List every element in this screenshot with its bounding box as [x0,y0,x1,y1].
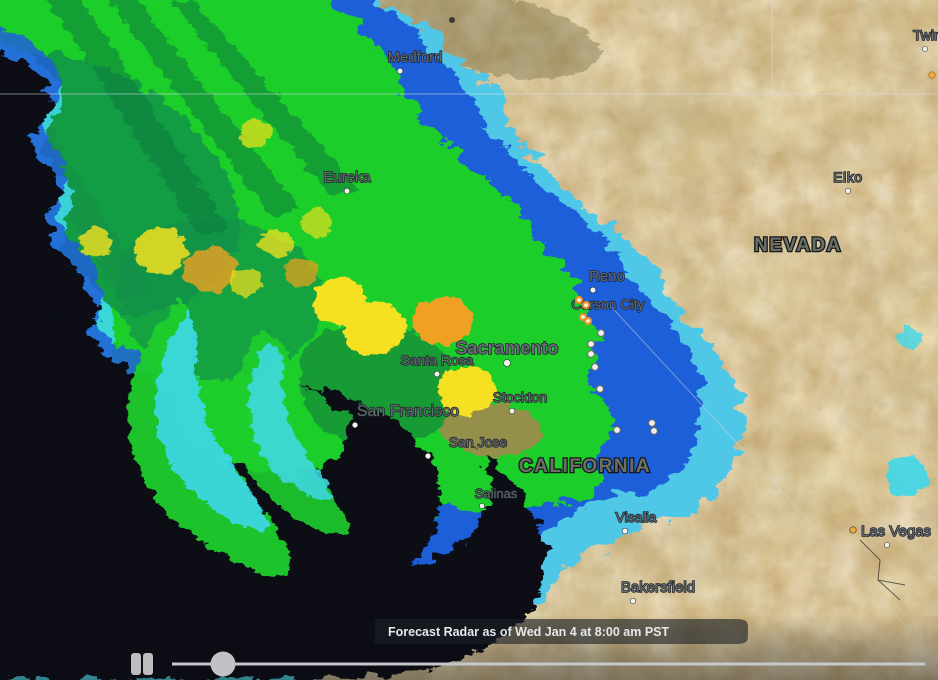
svg-text:Forecast Radar as of Wed Jan 4: Forecast Radar as of Wed Jan 4 at 8:00 a… [388,625,669,639]
svg-text:Sacramento: Sacramento [455,338,558,358]
svg-text:Twin Falls: Twin Falls [913,27,938,43]
svg-text:Eureka: Eureka [323,169,371,186]
svg-text:Bakersfield: Bakersfield [621,579,695,596]
svg-text:Salinas: Salinas [475,486,518,501]
svg-text:NEVADA: NEVADA [754,235,842,256]
svg-text:Medford: Medford [387,49,442,66]
svg-text:Reno: Reno [589,268,625,285]
svg-text:Elko: Elko [833,169,863,185]
svg-text:San Francisco: San Francisco [357,403,459,420]
svg-text:Stockton: Stockton [493,389,547,405]
svg-text:CALIFORNIA: CALIFORNIA [519,456,651,477]
svg-text:Visalia: Visalia [616,509,657,525]
svg-text:San Jose: San Jose [449,434,508,450]
svg-text:Las Vegas: Las Vegas [861,523,931,540]
